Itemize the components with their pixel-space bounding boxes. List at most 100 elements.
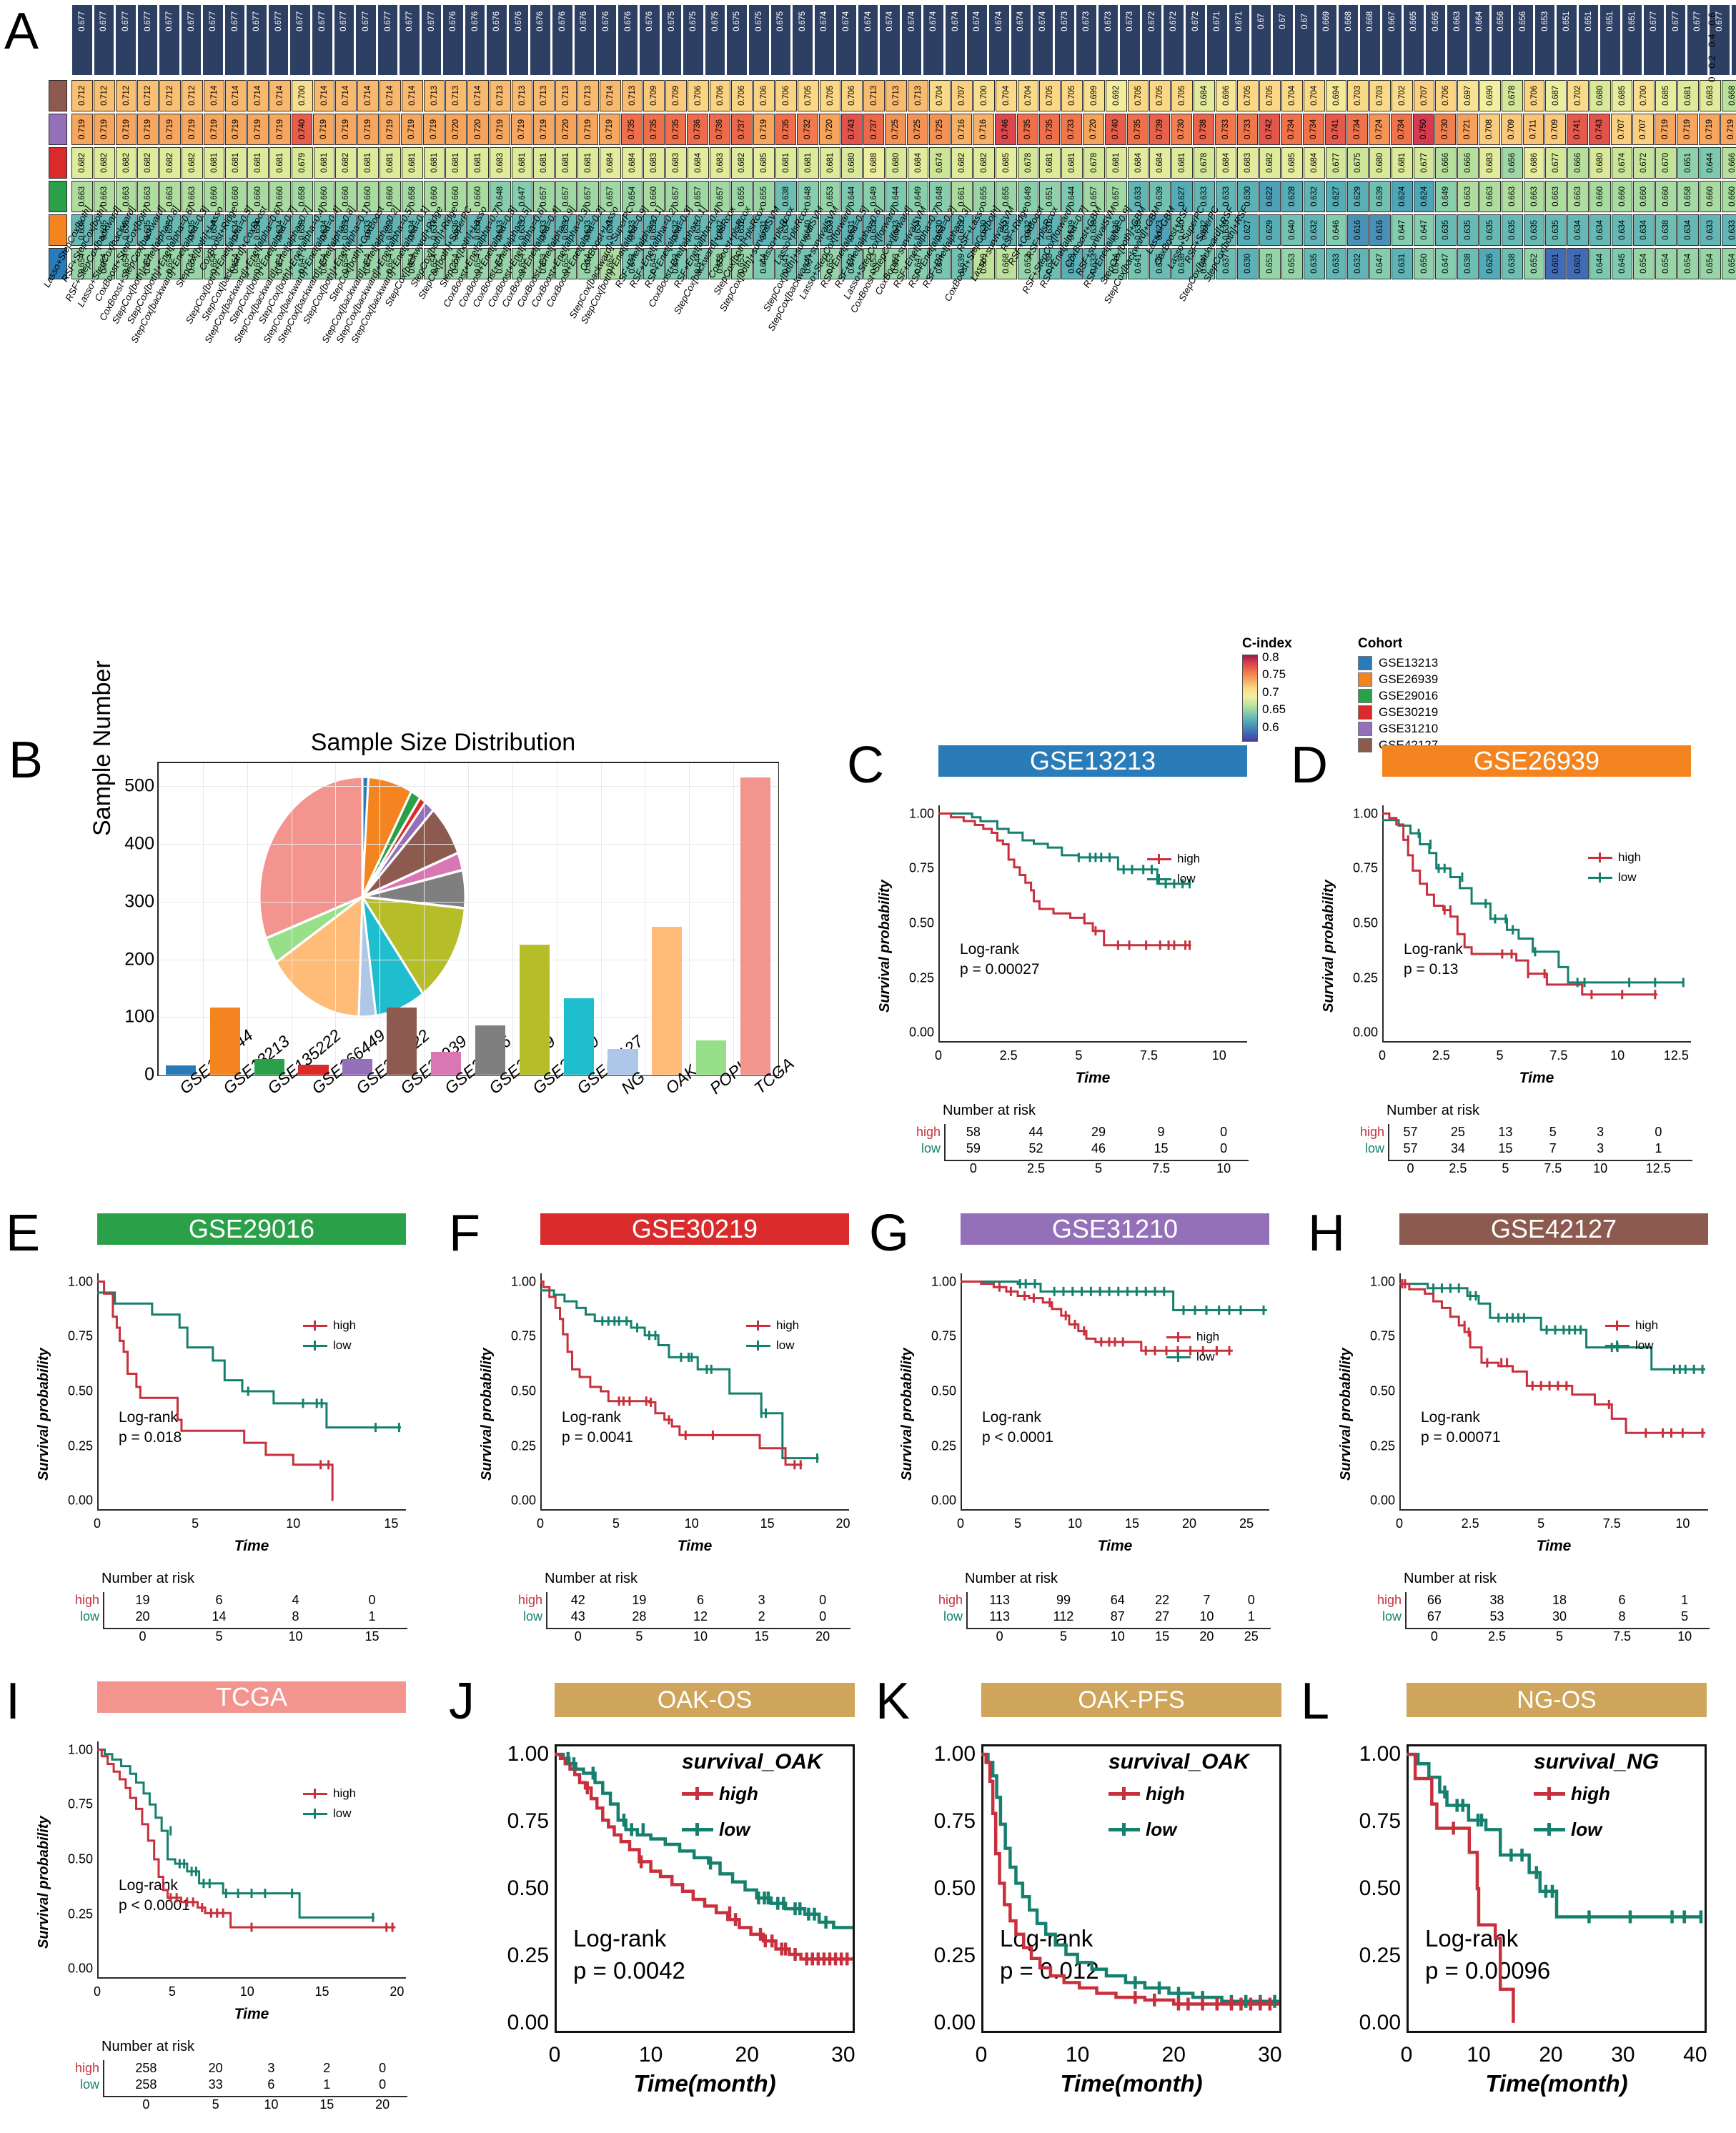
km-risk-row-label: high xyxy=(1377,1593,1402,1607)
spacer xyxy=(906,1157,946,1177)
heatmap-cell-value: 0.674 xyxy=(820,11,829,31)
heatmap-cell: 0.704 xyxy=(1303,80,1325,111)
heatmap-cell: 0.683 xyxy=(1699,80,1721,111)
km-risk-axis-tick: 2.5 xyxy=(1026,1161,1045,1175)
heatmap-cell-value: 0.705 xyxy=(1266,86,1275,106)
heatmap-cell: 0.651 xyxy=(1556,4,1577,76)
heatmap-cell-value: 0.719 xyxy=(1661,119,1670,139)
heatmap-cell: 0.681 xyxy=(401,147,423,179)
km-logrank-stat: Log-rank p = 0.00027 xyxy=(960,941,1040,978)
heatmap-cell: 0.684 xyxy=(1149,147,1171,179)
heatmap-cell: 0.719 xyxy=(753,114,775,145)
heatmap-cell: 0.681 xyxy=(467,147,489,179)
heatmap-cell-value: 0.683 xyxy=(671,153,680,173)
km-risk-value: 30 xyxy=(1552,1609,1567,1624)
heatmap-cell-value: 0.675 xyxy=(754,11,763,31)
heatmap-cell-value: 0.734 xyxy=(1287,119,1296,139)
heatmap-cell: 0.735 xyxy=(1126,114,1149,145)
heatmap-cell: 0.601 xyxy=(1567,248,1589,279)
heatmap-cell: 0.654 xyxy=(511,248,533,279)
heatmap-cell-value: 0.713 xyxy=(562,86,571,106)
cohort-swatch-GSE42127 xyxy=(49,80,67,111)
cohort-legend-item: GSE31210 xyxy=(1358,720,1438,737)
km-risk-row-label: low xyxy=(522,1609,542,1624)
heatmap-cell-value: 0.681 xyxy=(1177,153,1186,173)
heatmap-cell: 0.654 xyxy=(247,248,269,279)
heatmap-cell: 0.675 xyxy=(683,4,704,76)
heatmap-cell-value: 0.647 xyxy=(1442,254,1451,274)
heatmap-cell-value: 0.635 xyxy=(1529,220,1539,240)
heatmap-cell: 0.660 xyxy=(203,181,225,212)
km-legend-title: survival_OAK xyxy=(1108,1750,1249,1774)
heatmap-cell: 0.660 xyxy=(225,181,247,212)
heatmap-cell: 0.668 xyxy=(1337,4,1359,76)
heatmap-cell-value: 0.677 xyxy=(99,11,109,31)
heatmap-cell-value: 0.736 xyxy=(693,119,703,139)
heatmap-cell: 0.709 xyxy=(665,80,687,111)
heatmap-cell-value: 0.663 xyxy=(1552,187,1561,207)
heatmap-cell: 0.730 xyxy=(1434,114,1457,145)
heatmap-cell: 0.735 xyxy=(775,114,797,145)
heatmap-cell-value: 0.704 xyxy=(1023,86,1033,106)
km-risk-value: 53 xyxy=(1489,1609,1504,1624)
heatmap-cell: 0.672 xyxy=(1184,4,1206,76)
km-curves xyxy=(97,1749,396,1932)
heatmap-cell: 0.630 xyxy=(973,214,995,246)
km-risk-axis-tick: 2.5 xyxy=(1449,1161,1467,1175)
heatmap-cell: 0.654 xyxy=(1633,248,1655,279)
km-risk-value: 27 xyxy=(1155,1609,1170,1624)
heatmap-cell: 0.740 xyxy=(291,114,313,145)
heatmap-cell: 0.663 xyxy=(1545,181,1567,212)
km-risk-value: 1 xyxy=(1247,1609,1255,1624)
heatmap-cell: 0.635 xyxy=(1545,214,1567,246)
heatmap-cell-value: 0.634 xyxy=(1617,220,1627,240)
km-y-axis xyxy=(540,1273,542,1509)
km-risk-title: Number at risk xyxy=(101,2039,195,2054)
km-curve-low xyxy=(540,1289,819,1460)
heatmap-cell: 0.685 xyxy=(1655,80,1677,111)
heatmap-cell: 0.675 xyxy=(660,4,683,76)
km-risk-row-label: high xyxy=(74,1593,99,1607)
km-risk-axis-row: 0 5 10 15 20 xyxy=(507,1625,853,1645)
heatmap-cell: 0.705 xyxy=(1039,80,1061,111)
km-risk-table: high 57 25 13 5 3 0 low 57 34 15 7 3 1 0 2.5 5 7.5 10 12.5 xyxy=(1349,1124,1695,1177)
heatmap-cell-value: 0.714 xyxy=(232,86,241,106)
km-xlabel: Time xyxy=(1519,1070,1554,1086)
heatmap-cell-value: 0.654 xyxy=(1727,254,1736,274)
panel-b-bar xyxy=(519,944,550,1075)
heatmap-cell-value: 0.730 xyxy=(1177,119,1186,139)
heatmap-cell-value: 0.719 xyxy=(1705,119,1714,139)
heatmap-cell: 0.704 xyxy=(929,80,951,111)
km-ytick: 0.50 xyxy=(1352,915,1378,930)
heatmap-cell-value: 0.677 xyxy=(143,11,152,31)
cindex-colorbar xyxy=(1242,655,1258,742)
heatmap-cell-value: 0.646 xyxy=(1331,220,1341,240)
heatmap-cell-value: 0.660 xyxy=(254,187,263,207)
heatmap-cell-value: 0.713 xyxy=(452,86,461,106)
km-curve-high xyxy=(1407,1752,1515,2023)
heatmap-cell-value: 0.714 xyxy=(364,86,373,106)
heatmap-cell: 0.671 xyxy=(1206,4,1228,76)
heatmap-cell-value: 0.677 xyxy=(209,11,218,31)
heatmap-cell-value: 0.711 xyxy=(1529,119,1538,139)
km-ytick: 0.00 xyxy=(67,1493,93,1508)
heatmap-cell-value: 0.652 xyxy=(1529,254,1539,274)
heatmap-cell: 0.632 xyxy=(643,214,665,246)
heatmap-cell-value: 0.735 xyxy=(1133,119,1142,139)
heatmap-cell-value: 0.663 xyxy=(77,187,86,207)
km-risk-value: 2 xyxy=(758,1609,765,1624)
cindex-legend-tick: 0.8 xyxy=(1262,650,1279,664)
km-curve-high xyxy=(938,812,1191,947)
heatmap-cell-value: 0.719 xyxy=(1682,119,1692,139)
heatmap-cell: 0.705 xyxy=(797,80,819,111)
heatmap-cell-value: 0.671 xyxy=(1234,11,1244,31)
heatmap-cell: 0.709 xyxy=(1544,114,1567,145)
heatmap-cell: 0.657 xyxy=(599,181,621,212)
heatmap-cell-value: 0.677 xyxy=(427,11,436,31)
heatmap-cell: 0.654 xyxy=(203,248,225,279)
km-xlabel: Time(month) xyxy=(1485,2070,1628,2097)
heatmap-cell: 0.699 xyxy=(1083,80,1105,111)
km-xtick: 30 xyxy=(1258,2043,1282,2067)
heatmap-cell: 0.677 xyxy=(115,4,137,76)
heatmap-cell: 0.719 xyxy=(115,114,137,145)
